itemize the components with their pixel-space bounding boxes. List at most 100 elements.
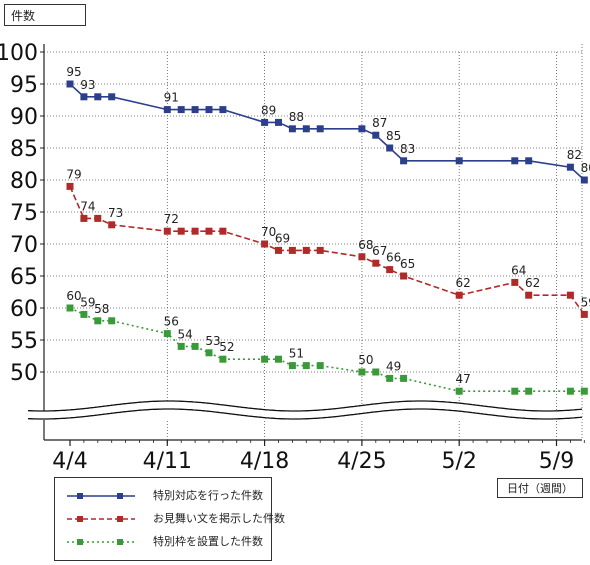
- data-point: [372, 131, 380, 139]
- data-point: [566, 291, 574, 299]
- grid-lines: [44, 44, 583, 440]
- data-point: [66, 304, 74, 312]
- series-1: 7974737270696867666562646259: [66, 167, 590, 318]
- data-label: 79: [66, 167, 81, 181]
- data-label: 88: [289, 110, 304, 124]
- axis-break-fill: [28, 401, 582, 420]
- data-point: [525, 387, 533, 395]
- data-point: [163, 330, 171, 338]
- data-point: [288, 362, 296, 370]
- x-tick-label: 4/25: [337, 449, 386, 474]
- data-label: 47: [456, 372, 471, 386]
- data-point: [316, 246, 324, 254]
- data-label: 62: [456, 276, 471, 290]
- y-tick-label: 95: [10, 73, 38, 98]
- data-point: [372, 259, 380, 267]
- data-label: 59: [80, 295, 95, 309]
- data-point: [386, 374, 394, 382]
- data-label: 67: [372, 244, 387, 258]
- data-label: 65: [400, 257, 415, 271]
- data-point: [191, 106, 199, 114]
- y-tick-label: 70: [10, 233, 38, 258]
- data-point: [302, 362, 310, 370]
- data-label: 66: [386, 251, 401, 265]
- data-point: [288, 246, 296, 254]
- data-point: [302, 246, 310, 254]
- data-label: 83: [400, 142, 415, 156]
- data-point: [358, 125, 366, 133]
- legend-swatch-special-handling: [67, 493, 135, 499]
- data-point: [219, 106, 227, 114]
- x-tick-label: 4/11: [143, 449, 192, 474]
- data-point: [205, 227, 213, 235]
- data-label: 72: [164, 212, 179, 226]
- x-tick-label: 4/18: [240, 449, 289, 474]
- y-axis-label: 件数: [4, 4, 86, 26]
- data-point: [400, 272, 408, 280]
- data-point: [288, 125, 296, 133]
- data-point: [358, 368, 366, 376]
- series-line: [69, 307, 585, 393]
- x-tick-label: 4/4: [52, 449, 87, 474]
- data-point: [66, 182, 74, 190]
- legend-swatch-special-slot: [67, 539, 135, 545]
- data-label: 82: [567, 148, 582, 162]
- data-point: [302, 125, 310, 133]
- data-point: [566, 387, 574, 395]
- data-point: [455, 291, 463, 299]
- data-point: [80, 93, 88, 101]
- x-tick-label: 5/9: [539, 449, 574, 474]
- legend-item-special-slot: 特別枠を設置した件数: [65, 533, 265, 551]
- y-tick-label: 55: [10, 329, 38, 354]
- data-point: [525, 157, 533, 165]
- data-point: [372, 368, 380, 376]
- data-point: [163, 106, 171, 114]
- data-point: [163, 227, 171, 235]
- data-label: 62: [525, 276, 540, 290]
- data-point: [275, 118, 282, 126]
- y-tick-label: 50: [10, 361, 38, 386]
- legend-label-special-slot: 特別枠を設置した件数: [153, 535, 263, 548]
- data-label: 49: [386, 359, 401, 373]
- data-point: [455, 157, 463, 165]
- data-point: [316, 125, 324, 133]
- data-point: [261, 118, 269, 126]
- data-label: 60: [66, 289, 81, 303]
- data-label: 51: [289, 347, 304, 361]
- data-point: [66, 80, 74, 88]
- data-label: 89: [261, 103, 276, 117]
- data-label: 56: [164, 315, 179, 329]
- data-point: [400, 374, 408, 382]
- data-point: [511, 387, 519, 395]
- data-point: [275, 355, 282, 363]
- axes: [40, 44, 585, 446]
- data-point: [455, 387, 463, 395]
- data-point: [316, 362, 324, 370]
- legend-item-sympathy-notice: お見舞い文を掲示した件数: [65, 510, 285, 528]
- tick-labels: 100 95 90 85 80 75 70 65 60 55 50 4/4 4/11 4/18 4/25 5/…: [0, 41, 574, 474]
- data-point: [80, 310, 88, 318]
- data-label: 95: [66, 65, 81, 79]
- data-label: 80: [581, 161, 590, 175]
- legend: 特別対応を行った件数 お見舞い文を掲示した件数 特別枠を設置した件数: [54, 477, 285, 561]
- y-tick-label: 90: [10, 105, 38, 130]
- data-point: [177, 342, 185, 350]
- data-point: [205, 106, 213, 114]
- legend-label-sympathy-notice: お見舞い文を掲示した件数: [153, 512, 285, 525]
- data-point: [386, 144, 394, 152]
- series-line: [69, 186, 585, 315]
- data-point: [580, 176, 588, 184]
- data-point: [525, 291, 533, 299]
- data-point: [94, 93, 102, 101]
- data-label: 69: [275, 231, 290, 245]
- data-label: 87: [372, 116, 387, 130]
- legend-item-special-handling: 特別対応を行った件数: [65, 487, 265, 505]
- data-point: [580, 310, 588, 318]
- data-point: [177, 106, 185, 114]
- data-point: [108, 317, 116, 325]
- data-label: 74: [80, 199, 95, 213]
- data-point: [94, 214, 102, 222]
- axis-break: [28, 400, 583, 420]
